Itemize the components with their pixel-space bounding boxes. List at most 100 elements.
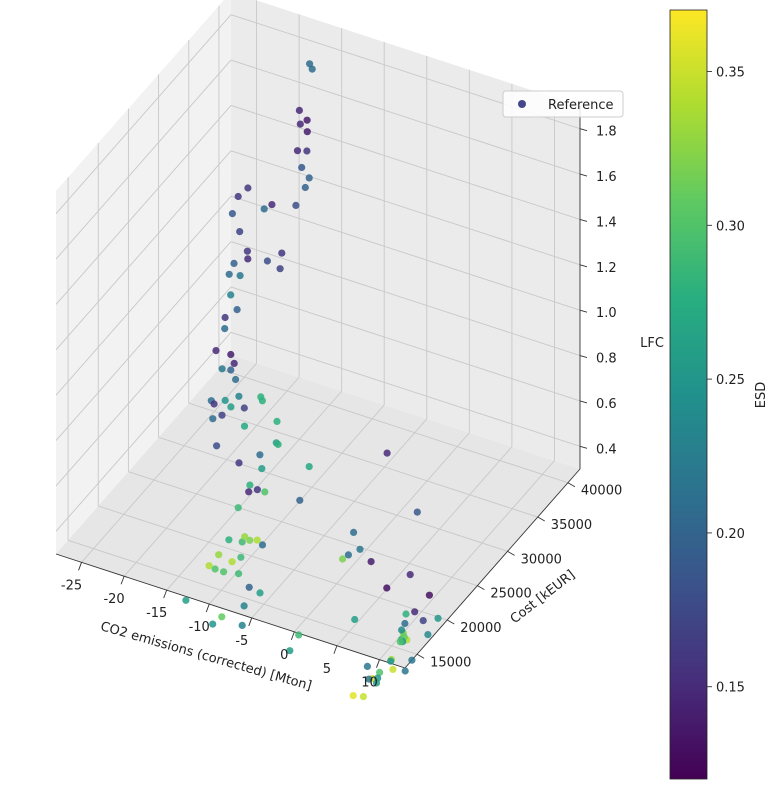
y-gridline	[188, 402, 538, 518]
scatter-point	[244, 184, 252, 192]
x-gridline	[251, 418, 428, 619]
scatter-point	[218, 365, 226, 373]
scatter-point	[213, 442, 221, 450]
axes-grid	[55, 0, 581, 660]
y-gridline	[128, 471, 478, 587]
scatter-point	[240, 422, 249, 430]
scatter-point	[205, 562, 213, 570]
z-tick-label: 0.6	[596, 397, 617, 412]
scatter-point	[182, 596, 190, 604]
x-tick-mark	[120, 576, 125, 585]
scatter-point	[240, 404, 248, 412]
scatter-point	[344, 551, 352, 559]
scatter-point	[387, 657, 395, 665]
x-gridline	[379, 460, 555, 660]
scatter-point	[402, 610, 410, 618]
y-tick-mark	[537, 516, 545, 522]
z-gridline	[55, 332, 232, 532]
x-gridline	[81, 363, 257, 563]
scatter-point	[236, 228, 244, 236]
y-gridline	[98, 505, 448, 621]
legend-box	[502, 90, 624, 118]
scatter-point	[236, 272, 244, 280]
scatter-point	[273, 417, 281, 425]
z-gridline	[230, 241, 581, 356]
colorbar	[669, 9, 708, 780]
scatter-point	[209, 415, 217, 423]
colorbar-label: ESD	[754, 382, 769, 408]
y-tick-label: 15000	[430, 655, 471, 670]
scatter-point	[292, 201, 300, 209]
scatter-point	[253, 486, 261, 494]
colorbar-tick-label: 0.35	[716, 66, 745, 81]
scatter-point	[349, 692, 357, 700]
y-gridline	[218, 368, 569, 484]
scatter-point	[246, 536, 254, 544]
scatter-point	[235, 459, 243, 467]
z-gridline	[55, 286, 232, 487]
scatter-point	[263, 257, 271, 265]
x-gridline	[336, 446, 513, 647]
z-gridline	[55, 105, 232, 305]
scatter-point	[241, 533, 249, 541]
y-tick-label: 25000	[490, 587, 531, 602]
x-axis-line	[55, 553, 406, 669]
z-gridline	[230, 105, 581, 220]
z-tick-mark	[579, 173, 588, 177]
scatter-point	[339, 555, 347, 563]
z-tick-mark	[579, 219, 588, 222]
axes-panes	[56, 0, 580, 668]
z-gridline	[55, 241, 232, 441]
colorbar-tick-label: 0.20	[716, 527, 745, 542]
x-tick-mark	[248, 617, 253, 627]
legend: Reference	[502, 90, 624, 118]
scatter-point	[434, 614, 442, 622]
scatter-point	[235, 570, 243, 578]
scatter-point	[295, 631, 303, 639]
scatter-point	[209, 620, 217, 628]
scatter-point	[221, 313, 229, 322]
scatter-point	[258, 541, 267, 549]
z-tick-label: 1.2	[596, 261, 617, 276]
y-axis-ticks: 15000 20000 25000 30000 35000 40000	[416, 482, 622, 670]
scatter-point	[365, 675, 373, 683]
y-tick-mark	[447, 619, 455, 625]
x-tick-mark	[290, 631, 295, 641]
scatter-point	[276, 265, 284, 273]
x-tick-label: -5	[235, 634, 248, 649]
scatter-point	[257, 393, 265, 401]
x-tick-label: -20	[103, 592, 124, 607]
z-tick-label: 0.4	[596, 442, 617, 457]
scatter-point	[227, 291, 235, 299]
x-axis-ticks: -25 -20 -15 -10 -5 0 5 10	[61, 562, 380, 691]
scatter-point	[268, 201, 276, 209]
z-gridline	[230, 331, 581, 447]
z-tick-label: 0.8	[596, 352, 617, 367]
scatter-point	[225, 270, 233, 278]
floor-pane	[56, 355, 580, 668]
z-gridline	[230, 195, 581, 311]
y-tick-label: 20000	[460, 621, 501, 636]
scatter-point	[383, 449, 391, 457]
scatter-point	[240, 602, 248, 610]
scatter-point	[305, 463, 313, 471]
x-tick-mark	[163, 589, 168, 599]
z-axis-ticks: 0.4 0.6 0.8 1.0 1.2 1.4 1.6 1.8	[579, 125, 617, 457]
z-tick-mark	[579, 355, 588, 358]
scatter-point	[372, 679, 381, 687]
x-tick-label: -10	[189, 620, 210, 635]
scatter-point	[286, 647, 294, 655]
scatter-point	[225, 536, 233, 544]
z-gridline	[230, 286, 581, 402]
z-tick-mark	[579, 128, 588, 132]
scatter-point	[383, 584, 391, 592]
scatter-point	[228, 558, 236, 566]
scatter-point	[389, 665, 397, 674]
colorbar-tick-label: 0.30	[716, 219, 745, 234]
scatter-point	[413, 508, 421, 516]
z-gridline	[55, 195, 232, 396]
x-tick-label: -15	[146, 606, 167, 621]
scatter-point	[363, 662, 371, 671]
scatter-point	[256, 451, 264, 459]
